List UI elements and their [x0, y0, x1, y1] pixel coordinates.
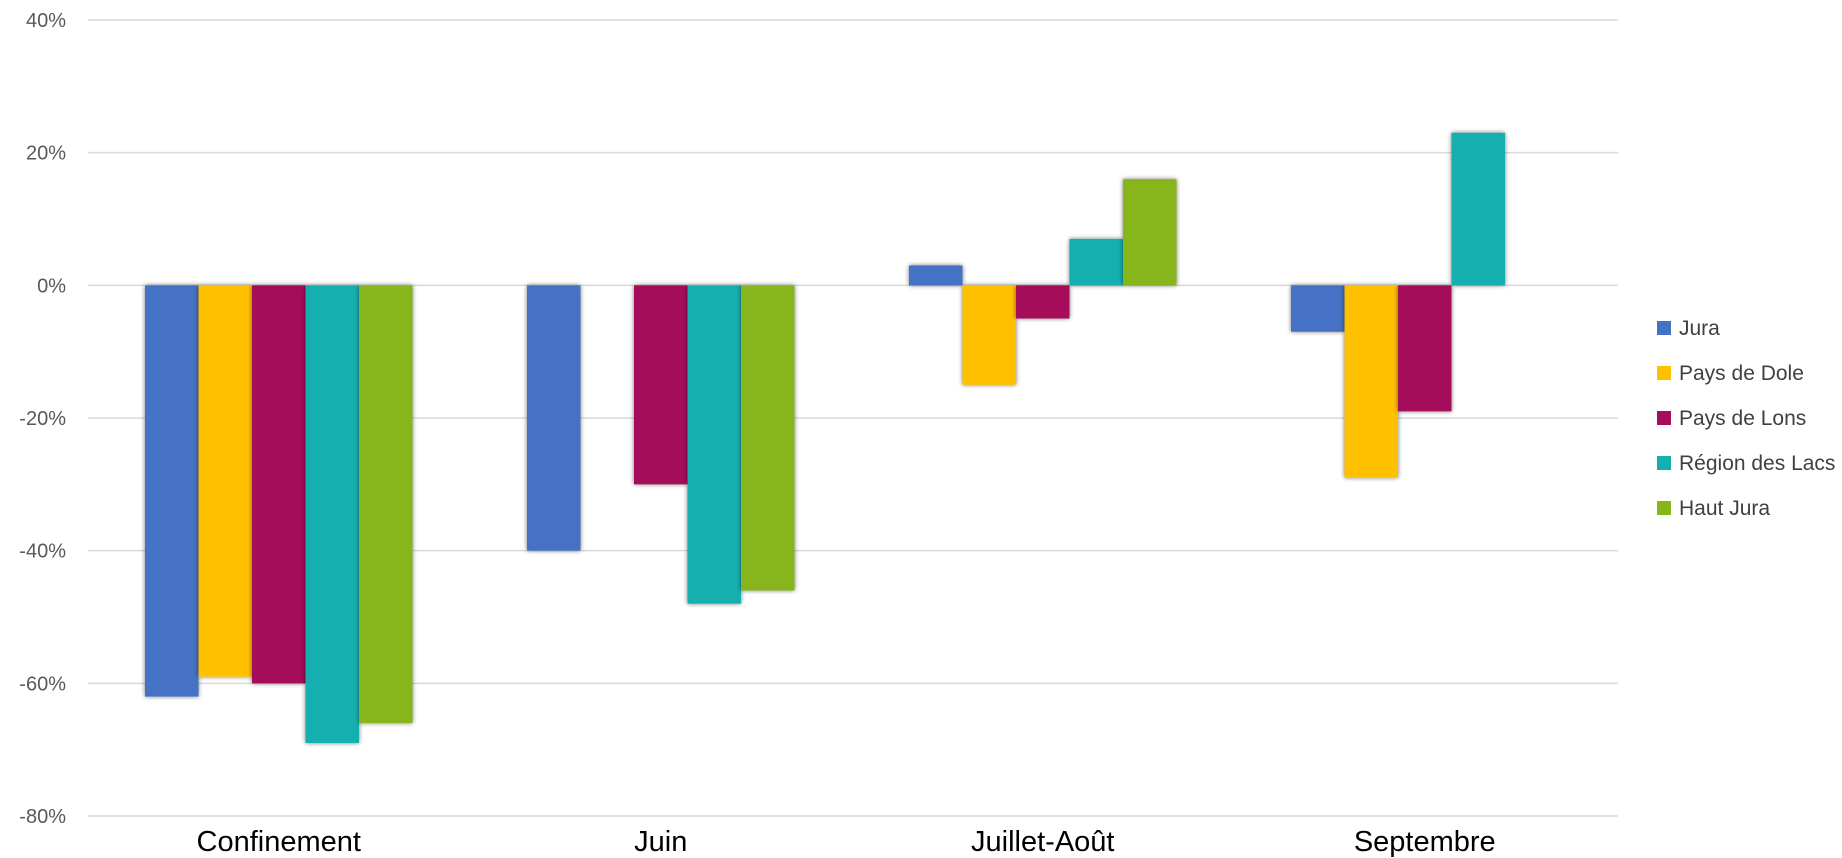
bar-r-gion-des-lacs-2 — [1069, 238, 1123, 286]
y-tick-label: 40% — [26, 10, 66, 32]
bar-jura-0 — [145, 285, 199, 697]
legend-item-r-gion-des-lacs: Région des Lacs — [1657, 452, 1835, 475]
bar-pays-de-dole-3 — [1344, 285, 1398, 478]
x-tick-label: Juin — [634, 826, 687, 858]
legend-item-pays-de-dole: Pays de Dole — [1657, 362, 1804, 385]
legend-label: Région des Lacs — [1679, 452, 1835, 475]
legend-swatch — [1657, 321, 1671, 335]
bar-pays-de-dole-0 — [198, 285, 252, 677]
bar-r-gion-des-lacs-0 — [305, 285, 359, 744]
y-tick-label: -40% — [19, 541, 66, 563]
y-tick-label: 0% — [37, 275, 66, 297]
legend-label: Pays de Dole — [1679, 362, 1804, 385]
y-tick-label: 20% — [26, 143, 66, 165]
bar-haut-jura-2 — [1123, 179, 1177, 286]
bar-pays-de-lons-0 — [252, 285, 306, 684]
x-tick-label: Juillet-Août — [971, 826, 1114, 858]
bar-jura-3 — [1291, 285, 1345, 332]
y-tick-label: -60% — [19, 673, 66, 695]
y-tick-label: -80% — [19, 806, 66, 828]
legend-item-pays-de-lons: Pays de Lons — [1657, 407, 1806, 430]
legend-label: Jura — [1679, 317, 1720, 340]
bar-pays-de-lons-2 — [1016, 285, 1070, 319]
legend-label: Pays de Lons — [1679, 407, 1806, 430]
bar-r-gion-des-lacs-1 — [687, 285, 741, 604]
x-tick-label: Confinement — [197, 826, 361, 858]
y-axis-ticks: 40% 20% 0% -20% -40% -60% -80% — [19, 10, 66, 828]
x-axis-ticks: Confinement Juin Juillet-Août Septembre — [197, 826, 1496, 858]
legend-item-haut-jura: Haut Jura — [1657, 497, 1770, 520]
legend-swatch — [1657, 501, 1671, 515]
bar-haut-jura-1 — [741, 285, 795, 591]
legend-label: Haut Jura — [1679, 497, 1770, 520]
legend: Jura Pays de Dole Pays de Lons Région des L… — [1657, 317, 1835, 520]
bar-pays-de-lons-3 — [1398, 285, 1452, 412]
x-tick-label: Septembre — [1354, 826, 1496, 858]
bar-pays-de-dole-2 — [962, 285, 1016, 385]
bars — [145, 132, 1505, 744]
legend-swatch — [1657, 366, 1671, 380]
bar-jura-1 — [527, 285, 581, 551]
bar-haut-jura-0 — [359, 285, 413, 724]
legend-swatch — [1657, 456, 1671, 470]
legend-item-jura: Jura — [1657, 317, 1720, 340]
legend-swatch — [1657, 411, 1671, 425]
bar-jura-2 — [909, 265, 963, 286]
bar-r-gion-des-lacs-3 — [1451, 132, 1505, 286]
bar-pays-de-lons-1 — [634, 285, 688, 485]
y-tick-label: -20% — [19, 408, 66, 430]
